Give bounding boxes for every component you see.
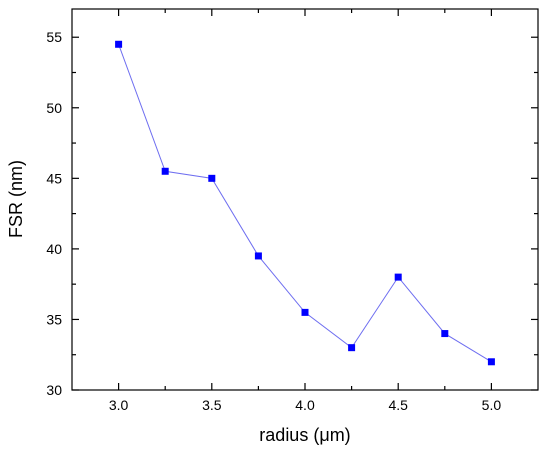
data-point-marker	[487, 358, 495, 366]
y-axis-label: FSR (nm)	[6, 160, 26, 238]
x-tick-label: 4.5	[388, 397, 408, 413]
data-point-marker	[441, 330, 449, 338]
x-axis-label: radius (μm)	[259, 425, 350, 445]
x-axis: 3.0 3.5 4.0 4.5 5.0	[109, 9, 501, 413]
y-axis: 30 35 40 45 50 55	[46, 29, 538, 398]
y-tick-label: 30	[46, 382, 62, 398]
data-point-marker	[348, 344, 356, 352]
data-point-marker	[254, 252, 262, 260]
x-tick-label: 3.0	[109, 397, 129, 413]
y-tick-label: 45	[46, 170, 62, 186]
plot-frame	[71, 8, 539, 391]
x-tick-label: 5.0	[482, 397, 502, 413]
data-point-marker	[161, 167, 169, 175]
x-tick-label: 3.5	[202, 397, 222, 413]
data-point-marker	[301, 308, 309, 316]
y-tick-label: 50	[46, 100, 62, 116]
series-layer	[115, 40, 495, 366]
data-point-marker	[394, 273, 402, 281]
data-point-marker	[115, 40, 123, 48]
y-tick-label: 55	[46, 29, 62, 45]
x-tick-label: 4.0	[295, 397, 315, 413]
data-point-marker	[208, 174, 216, 182]
y-tick-label: 35	[46, 311, 62, 327]
y-tick-label: 40	[46, 241, 62, 257]
